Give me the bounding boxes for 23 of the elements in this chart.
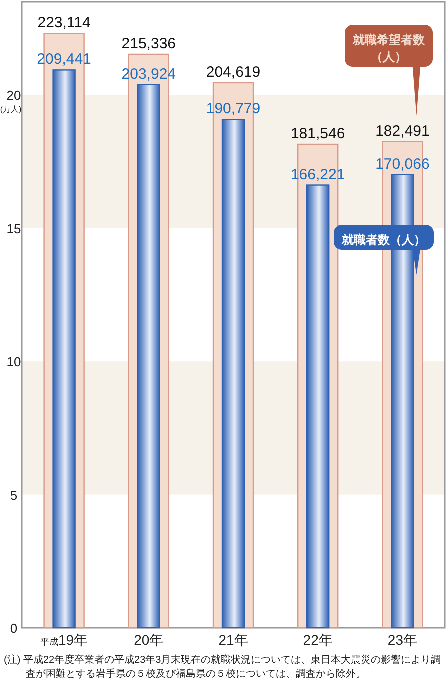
x-tick-label: 平成19年: [40, 632, 88, 648]
annotation: 181,546: [290, 126, 346, 143]
y-tick-label: 0: [10, 621, 18, 636]
annotation: 203,924: [122, 66, 176, 83]
x-tick-label: 22年: [303, 632, 333, 648]
y-axis-title: (万人): [0, 105, 22, 114]
series-label: 就職者数（人）: [341, 233, 426, 247]
annotation: 190,779: [206, 100, 261, 118]
annotation: 223,114: [38, 14, 91, 32]
x-tick-label: 23年: [388, 632, 418, 648]
annotation: 204,619: [206, 64, 261, 81]
text: (注) 平成22年度卒業者の平成23年3月末現在の就職状況については、東日本大震災の影響により調査が困難とする岩手県の５校及び福島県の５校については、調査から除外。: [4, 654, 442, 682]
annotation: 166,221: [290, 166, 346, 184]
y-tick-label: 10: [6, 354, 22, 370]
y-tick-label: 5: [10, 488, 18, 503]
y-tick-label: 20: [6, 88, 22, 104]
x-tick-label: 20年: [134, 632, 164, 648]
annotation: 182,491: [376, 122, 430, 140]
annotation: 209,441: [37, 51, 92, 68]
annotation: 170,066: [376, 156, 430, 173]
y-tick-label: 15: [6, 221, 22, 236]
annotation: 215,336: [122, 35, 176, 52]
x-tick-label: 21年: [218, 632, 248, 648]
